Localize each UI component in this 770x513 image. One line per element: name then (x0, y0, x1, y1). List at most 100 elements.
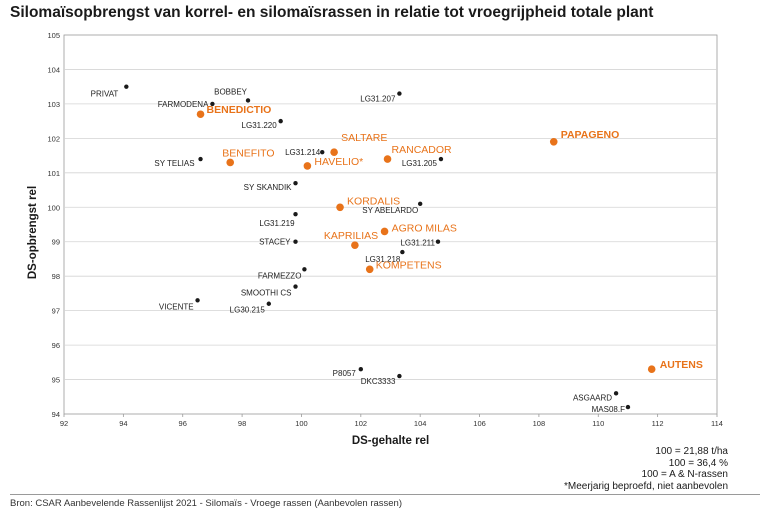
x-tick-label: 104 (414, 419, 427, 428)
point-label: BENEFITO (222, 147, 274, 159)
point-label: MAS08.F (592, 405, 625, 414)
point-label: SALTARE (341, 132, 387, 144)
x-axis-label: DS-gehalte rel (352, 435, 429, 447)
data-point (380, 227, 389, 236)
point-label: LG31.207 (360, 95, 396, 104)
point-label: ASGAARD (573, 393, 612, 402)
data-point (549, 138, 558, 146)
point-label: PRIVAT (91, 90, 119, 99)
y-axis-label: DS-opbrengst rel (27, 186, 39, 279)
point-label: STACEY (259, 238, 291, 247)
point-label: FARMODENA (158, 100, 209, 109)
point-label: LG31.220 (242, 121, 278, 130)
point-label: RANCADOR (392, 144, 453, 156)
data-point (303, 162, 312, 170)
plot-area (63, 34, 718, 415)
data-point (417, 201, 423, 207)
x-tick-label: 102 (355, 419, 368, 428)
x-tick-label: 114 (711, 419, 723, 428)
x-tick-label: 98 (238, 419, 246, 428)
x-tick-label: 106 (473, 419, 486, 428)
x-tick-label: 112 (652, 419, 664, 428)
x-tick-label: 92 (60, 419, 68, 428)
y-tick-label: 99 (52, 238, 60, 247)
point-label: VICENTE (159, 302, 194, 311)
point-label: LG31.219 (259, 219, 295, 228)
y-tick-label: 98 (52, 272, 60, 281)
point-label: LG31.218 (365, 255, 401, 264)
point-label: P8057 (333, 369, 357, 378)
point-label: LG30.215 (230, 306, 266, 315)
data-point (293, 284, 298, 289)
point-label: FARMEZZO (258, 271, 302, 280)
x-tick-label: 108 (533, 419, 546, 428)
data-point (196, 110, 205, 119)
point-label: KAPRILIAS (324, 230, 378, 242)
note-reference: 100 = A & N-rassen (641, 469, 728, 480)
data-point (336, 203, 344, 212)
data-point (293, 211, 298, 217)
data-point (397, 373, 402, 379)
point-label: KORDALIS (347, 195, 400, 207)
data-point (438, 156, 444, 162)
point-label: SMOOTHI CS (241, 289, 292, 298)
data-point (278, 118, 283, 124)
point-label: LG31.214 (285, 148, 321, 157)
data-point (124, 84, 129, 89)
point-label: BENEDICTIO (207, 104, 272, 116)
data-point (397, 91, 402, 96)
point-label: PAPAGENO (561, 129, 620, 141)
data-point (198, 156, 203, 162)
point-label: AUTENS (660, 359, 703, 371)
y-tick-label: 95 (52, 376, 60, 385)
y-tick-label: 102 (47, 134, 60, 143)
point-label: AGRO MILAS (392, 222, 457, 234)
point-label: DKC3333 (361, 377, 396, 386)
y-tick-label: 100 (47, 203, 60, 212)
data-point (358, 367, 364, 372)
data-point (330, 148, 338, 156)
y-tick-label: 94 (52, 410, 60, 419)
y-tick-label: 104 (47, 65, 60, 74)
data-point (625, 404, 631, 410)
data-point (226, 158, 235, 167)
note-content-base: 100 = 36,4 % (668, 457, 728, 469)
point-label: SY ABELARDO (362, 206, 418, 215)
y-tick-label: 105 (47, 31, 60, 40)
y-tick-label: 96 (52, 341, 60, 350)
data-point (435, 239, 441, 244)
data-point (365, 265, 374, 274)
data-point (383, 155, 392, 163)
x-tick-label: 94 (119, 419, 127, 428)
data-point (351, 241, 359, 249)
chart-title: Silomaïsopbrengst van korrel- en silomaï… (10, 4, 654, 21)
data-point (302, 267, 307, 272)
chart-notes: 100 = 21,88 t/ha 100 = 36,4 % 100 = A & … (564, 446, 728, 492)
point-label: SY TELIAS (154, 159, 194, 168)
data-point (195, 298, 200, 303)
data-point (647, 365, 656, 374)
point-label: LG31.205 (402, 159, 438, 168)
data-point (266, 301, 272, 306)
note-asterisk: *Meerjarig beproefd, niet aanbevolen (564, 480, 728, 492)
data-point (293, 180, 298, 186)
data-point (613, 391, 619, 396)
data-point (293, 239, 298, 244)
y-tick-label: 97 (52, 307, 60, 316)
source-note: Bron: CSAR Aanbevelende Rassenlijst 2021… (10, 498, 402, 509)
footer-divider (10, 494, 760, 495)
point-label: SY SKANDIK (244, 183, 293, 192)
x-tick-label: 110 (592, 419, 604, 428)
note-yield-base: 100 = 21,88 t/ha (655, 446, 728, 457)
y-tick-label: 101 (47, 169, 60, 178)
point-label: LG31.211 (400, 239, 435, 248)
data-point (245, 98, 251, 103)
x-tick-label: 100 (295, 419, 308, 428)
y-tick-label: 103 (47, 100, 60, 109)
data-point (320, 149, 325, 155)
data-point (210, 101, 215, 107)
point-label: KOMPETENS (376, 259, 442, 271)
point-label: BOBBEY (214, 87, 248, 96)
x-tick-label: 96 (179, 419, 187, 428)
